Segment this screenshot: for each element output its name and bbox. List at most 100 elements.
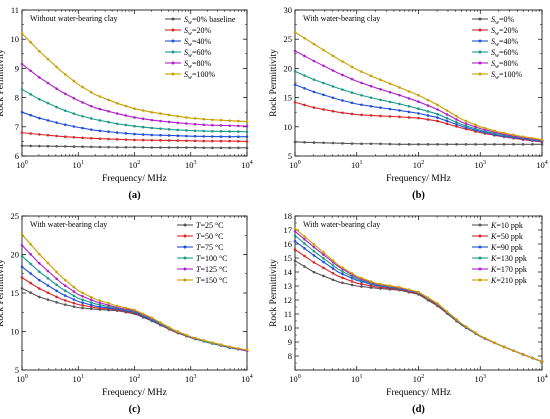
x-tick-label: 101 [351, 160, 363, 170]
data-point [89, 136, 93, 140]
data-point [369, 114, 373, 117]
data-point [379, 282, 382, 286]
data-point [312, 78, 316, 81]
data-point [445, 113, 449, 116]
data-point [46, 144, 50, 148]
data-point [55, 121, 58, 124]
x-axis-label: Frequency/ MHz [386, 174, 451, 184]
data-point [293, 100, 297, 104]
panel-label: (d) [412, 404, 425, 414]
data-point [150, 126, 154, 130]
data-point [20, 110, 24, 114]
x-tick-label: 102 [129, 374, 141, 384]
legend-marker [183, 245, 187, 249]
legend-marker [183, 278, 187, 282]
data-point [55, 65, 58, 69]
data-point [89, 117, 93, 120]
data-point [331, 85, 335, 88]
data-point [331, 259, 335, 262]
data-point [159, 146, 162, 149]
legend-entry: Sw=0% [491, 15, 515, 26]
chart-panel-c: 100 101 102 103 104 5 10 15 20 25 With water-beari… [0, 211, 253, 415]
data-point [107, 303, 110, 307]
data-point [20, 287, 24, 290]
data-point [455, 114, 458, 118]
legend-marker [478, 61, 482, 65]
data-point [89, 145, 93, 149]
data-point [341, 272, 344, 276]
data-point [388, 284, 392, 288]
data-point [369, 74, 373, 78]
data-point [388, 90, 392, 94]
y-tick-label: 9 [288, 337, 292, 347]
panel-label: (a) [128, 190, 141, 201]
data-point [512, 143, 515, 146]
x-axis-label: Frequency/ MHz [102, 388, 167, 398]
data-point [483, 126, 487, 130]
y-tick-label: 8 [15, 93, 19, 103]
data-point [360, 93, 363, 97]
x-tick-label: 103 [475, 160, 487, 170]
data-point [293, 83, 297, 87]
y-tick-label: 13 [284, 281, 293, 291]
data-point [55, 134, 58, 138]
data-point [193, 336, 197, 340]
data-point [219, 118, 223, 122]
data-point [228, 119, 231, 122]
data-point [38, 278, 41, 282]
data-point [141, 109, 145, 112]
data-point [55, 105, 58, 109]
data-point [81, 304, 84, 307]
data-point [237, 139, 240, 143]
legend-marker [183, 267, 187, 271]
data-point [293, 227, 297, 230]
data-point [455, 123, 458, 126]
chart-panel-d: 100 101 102 103 104 8 9 10 11 12 13 14 15 16 17 18 With … [269, 211, 548, 415]
data-point [426, 118, 430, 121]
data-point [63, 145, 67, 148]
data-point [89, 90, 93, 94]
data-point [228, 146, 231, 150]
data-point [38, 270, 41, 274]
data-point [455, 120, 458, 124]
data-point [474, 125, 477, 129]
data-point [331, 141, 335, 145]
data-point [445, 122, 449, 126]
data-point [540, 138, 544, 141]
data-point [350, 112, 354, 116]
data-point [331, 271, 335, 275]
data-point [81, 85, 84, 89]
data-point [81, 291, 84, 295]
data-point [455, 143, 458, 146]
data-point [38, 287, 41, 290]
data-point [237, 124, 240, 128]
data-point [72, 136, 76, 139]
data-point [237, 135, 240, 139]
data-point [436, 119, 439, 123]
data-point [20, 144, 24, 148]
data-point [63, 303, 67, 306]
legend-marker [478, 245, 482, 249]
data-point [167, 134, 171, 137]
data-point [98, 119, 102, 122]
y-tick-label: 5 [15, 365, 19, 375]
data-point [159, 139, 162, 142]
data-point [98, 299, 102, 302]
data-point [150, 138, 154, 142]
data-point [202, 135, 206, 138]
data-point [185, 116, 188, 119]
data-point [55, 301, 58, 304]
series-line-3 [294, 70, 543, 142]
legend-entry: T=125 °C [196, 265, 228, 274]
data-point [72, 125, 76, 128]
data-point [89, 295, 93, 299]
data-point [322, 253, 325, 257]
data-point [133, 308, 136, 312]
data-point [150, 316, 154, 320]
data-point [237, 146, 240, 150]
legend-entry: Sw=20% [184, 26, 212, 37]
data-point [46, 133, 50, 137]
panel-annotation: With water-bearing clay [30, 220, 107, 229]
data-point [176, 134, 180, 137]
data-point [38, 252, 41, 256]
